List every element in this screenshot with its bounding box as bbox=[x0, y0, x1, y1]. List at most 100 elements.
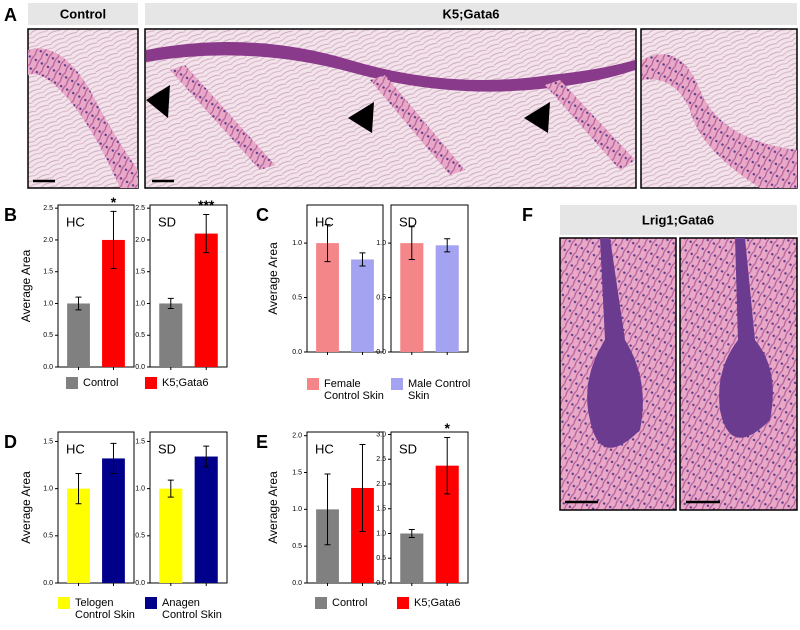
legend-label: Male Control Skin bbox=[408, 378, 471, 402]
error-bar bbox=[444, 238, 451, 253]
plot-frame bbox=[306, 204, 384, 353]
plot-frame bbox=[306, 431, 384, 584]
error-bar bbox=[359, 252, 366, 267]
header-box bbox=[145, 3, 797, 25]
error-bar bbox=[75, 296, 82, 311]
bar bbox=[159, 303, 183, 367]
header: Control bbox=[60, 6, 106, 21]
y-tick-label: 0.0 bbox=[292, 349, 302, 356]
y-tick-label: 1.5 bbox=[376, 506, 386, 513]
panel-label: F bbox=[522, 205, 533, 225]
y-tick-label: 0.0 bbox=[376, 349, 386, 356]
y-tick-label: 0.0 bbox=[135, 364, 145, 371]
y-tick-label: 0.5 bbox=[43, 332, 53, 339]
plot-frame bbox=[149, 204, 228, 368]
y-tick-label: 1.0 bbox=[135, 300, 145, 307]
y-tick-label: 2.0 bbox=[292, 433, 302, 440]
panel-label: E bbox=[256, 432, 268, 452]
y-axis-label: Average Area bbox=[19, 249, 33, 322]
y-tick-label: 0.0 bbox=[43, 580, 53, 587]
bar bbox=[435, 245, 459, 352]
y-tick-label: 0.0 bbox=[43, 364, 53, 371]
arrowhead bbox=[348, 102, 374, 133]
legend-swatch bbox=[145, 597, 157, 609]
y-tick-label: 0.0 bbox=[292, 580, 302, 587]
epidermis bbox=[146, 42, 635, 92]
legend-label: Control bbox=[83, 377, 119, 389]
y-tick-label: 2.5 bbox=[376, 456, 386, 463]
y-tick-label: 1.0 bbox=[292, 240, 302, 247]
error-bar bbox=[444, 436, 451, 495]
arrowhead bbox=[146, 85, 170, 118]
y-tick-label: 0.5 bbox=[376, 294, 386, 301]
y-tick-label: 0.5 bbox=[43, 533, 53, 540]
y-tick-label: 0.5 bbox=[135, 533, 145, 540]
significance: *** bbox=[198, 197, 215, 213]
bar bbox=[400, 243, 424, 352]
follicle bbox=[719, 238, 773, 438]
error-bar bbox=[324, 224, 331, 263]
y-tick-label: 1.0 bbox=[292, 506, 302, 513]
panel-label: A bbox=[4, 5, 17, 25]
follicle bbox=[587, 238, 643, 448]
y-tick-label: 0.0 bbox=[135, 580, 145, 587]
y-axis-label: Average Area bbox=[266, 242, 280, 315]
header: K5;Gata6 bbox=[442, 6, 499, 21]
bar bbox=[67, 303, 90, 367]
y-axis-label: Average Area bbox=[266, 471, 280, 544]
bar bbox=[435, 465, 459, 583]
y-tick-label: 0.0 bbox=[376, 580, 386, 587]
y-tick-label: 1.0 bbox=[376, 240, 386, 247]
header-box bbox=[28, 3, 138, 25]
y-tick-label: 1.5 bbox=[43, 269, 53, 276]
error-bar bbox=[203, 214, 210, 254]
bar bbox=[194, 456, 218, 583]
legend-swatch bbox=[397, 597, 409, 609]
legend-swatch bbox=[66, 377, 78, 389]
error-bar bbox=[408, 529, 415, 538]
panel-label: C bbox=[256, 205, 269, 225]
error-bar bbox=[110, 442, 117, 475]
legend-swatch bbox=[391, 378, 403, 390]
subplot-title: HC bbox=[315, 214, 334, 229]
y-tick-label: 0.5 bbox=[292, 543, 302, 550]
bar bbox=[102, 239, 125, 367]
y-tick-label: 2.0 bbox=[376, 481, 386, 488]
error-bar bbox=[203, 445, 210, 468]
legend-swatch bbox=[58, 597, 70, 609]
error-bar bbox=[408, 226, 415, 260]
plot-frame bbox=[149, 431, 228, 584]
y-tick-label: 1.0 bbox=[43, 300, 53, 307]
y-tick-label: 0.5 bbox=[292, 294, 302, 301]
panel-label: D bbox=[4, 432, 17, 452]
plot-frame bbox=[57, 431, 135, 584]
header: Lrig1;Gata6 bbox=[642, 212, 714, 227]
legend-label: Anagen Control Skin bbox=[162, 597, 222, 621]
subplot-title: HC bbox=[315, 441, 334, 456]
y-tick-label: 1.5 bbox=[135, 438, 145, 445]
legend-label: K5;Gata6 bbox=[414, 597, 461, 609]
bar bbox=[102, 458, 125, 583]
error-bar bbox=[75, 473, 82, 505]
tissue-structure bbox=[28, 48, 138, 189]
subplot-title: SD bbox=[399, 214, 417, 229]
follicle bbox=[642, 54, 797, 189]
significance: * bbox=[444, 420, 450, 436]
error-bar bbox=[110, 210, 117, 270]
y-tick-label: 1.0 bbox=[43, 485, 53, 492]
bar bbox=[351, 487, 374, 583]
y-axis-label: Average Area bbox=[19, 471, 33, 544]
legend-label: Control bbox=[332, 597, 368, 609]
bar bbox=[400, 533, 424, 583]
legend-swatch bbox=[307, 378, 319, 390]
error-bar bbox=[167, 297, 174, 310]
y-tick-label: 1.5 bbox=[135, 269, 145, 276]
legend-swatch bbox=[145, 377, 157, 389]
y-tick-label: 2.0 bbox=[43, 237, 53, 244]
subplot-title: HC bbox=[66, 214, 85, 229]
y-tick-label: 0.5 bbox=[376, 555, 386, 562]
header-box bbox=[560, 205, 797, 235]
significance: * bbox=[111, 194, 117, 210]
subplot-title: SD bbox=[399, 441, 417, 456]
y-tick-label: 2.5 bbox=[43, 205, 53, 212]
